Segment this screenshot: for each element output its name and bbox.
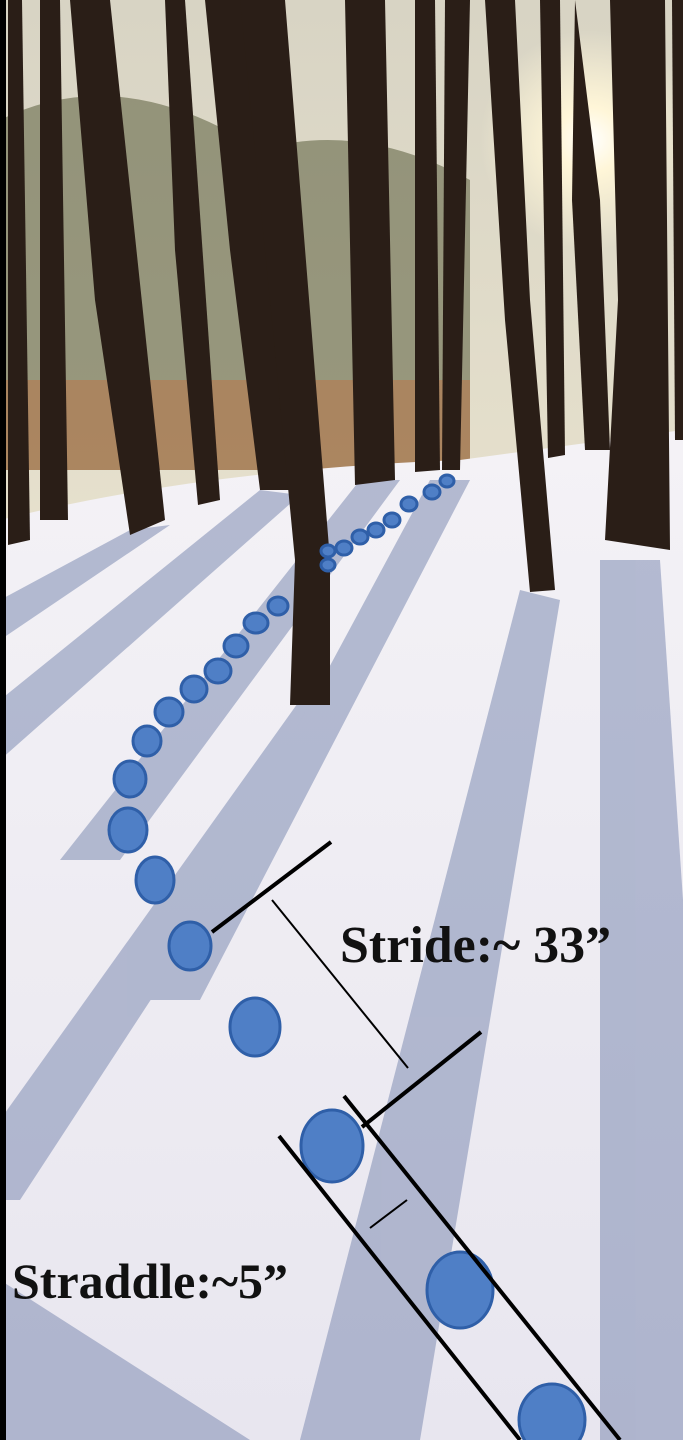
straddle-label: Straddle:~5” (12, 1253, 288, 1309)
stride-label: Stride:~ 33” (340, 917, 611, 974)
photo: Stride:~ 33” Straddle:~5” (0, 0, 683, 1440)
marsh (0, 380, 470, 470)
left-border (0, 0, 6, 1440)
page: Stride:~ 33” Straddle:~5” (() => { const… (0, 0, 683, 1440)
